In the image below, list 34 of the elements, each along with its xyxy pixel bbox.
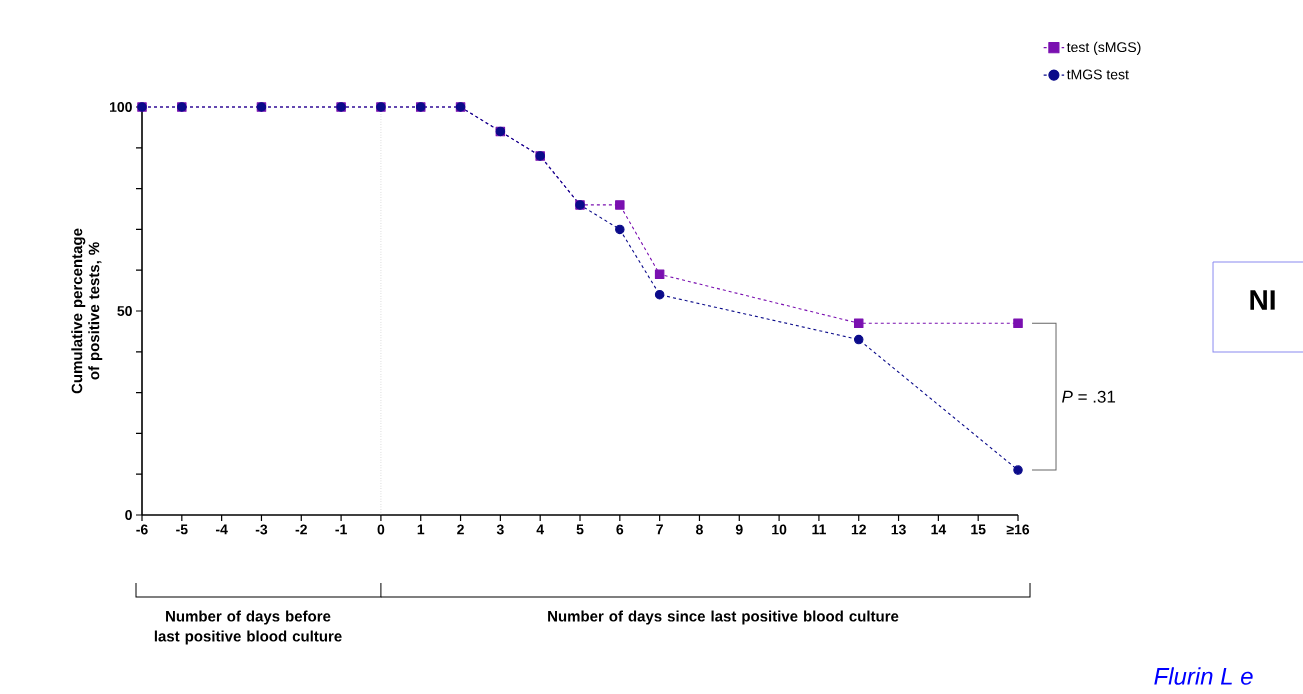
y-tick-label: 0 — [125, 510, 132, 520]
y-axis-title: Cumulative percentage of positive tests, % — [71, 228, 103, 394]
x-tick-label: -6 — [136, 524, 148, 535]
text: Number of days before last positive blood culture — [154, 610, 342, 645]
x-tick-label: 13 — [891, 524, 906, 535]
text: Number of days since last positive blood culture — [548, 610, 899, 625]
text: P = .31 — [1062, 390, 1116, 403]
legend-label: test (sMGS) — [1066, 41, 1141, 55]
x-tick-label: -3 — [255, 524, 268, 535]
x-tick-label: 9 — [735, 524, 743, 535]
x-tick-label: -1 — [335, 524, 347, 535]
x-tick-label: -5 — [176, 524, 188, 535]
y-tick-label: 100 — [109, 102, 132, 112]
x-tick-label: 10 — [772, 524, 787, 535]
x-tick-label: 0 — [377, 524, 385, 535]
x-tick-label: 8 — [696, 524, 703, 535]
text: NI — [1250, 290, 1275, 310]
x-tick-label: 2 — [457, 524, 464, 535]
legend-label: tMGS test — [1066, 69, 1129, 80]
x-tick-label: 14 — [931, 524, 947, 535]
x-tick-label: 15 — [971, 524, 986, 535]
x-tick-label: 1 — [417, 524, 425, 535]
x-tick-label: 11 — [812, 524, 826, 535]
x-tick-label: 5 — [576, 524, 584, 535]
x-tick-label: -4 — [215, 524, 228, 535]
text: Flurin L e — [1154, 667, 1253, 685]
x-tick-label: 4 — [536, 524, 545, 535]
x-tick-label: 6 — [616, 524, 624, 535]
x-tick-label: 7 — [656, 524, 663, 535]
x-tick-label: -2 — [295, 524, 307, 535]
x-tick-label: 12 — [851, 524, 866, 535]
x-tick-label: 3 — [496, 524, 504, 535]
x-tick-label: ≥16 — [1006, 524, 1030, 535]
y-tick-label: 50 — [117, 306, 132, 316]
